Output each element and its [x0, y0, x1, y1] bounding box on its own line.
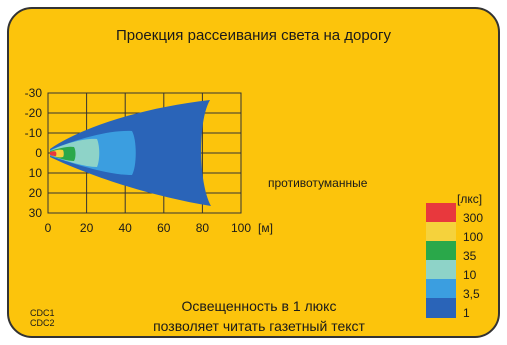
- light-distribution: [50, 100, 211, 206]
- diagram-title: Проекция рассеивания света на дорогу: [115, 27, 392, 44]
- legend-swatches: [426, 203, 456, 318]
- background-panel: [7, 7, 500, 338]
- y-tick-label: 20: [28, 186, 42, 200]
- lamp-code: CDC2: [30, 318, 55, 328]
- y-tick-label: 30: [28, 206, 42, 220]
- caption-line: Освещенность в 1 люкс: [181, 298, 337, 314]
- x-tick-label: 80: [195, 221, 210, 235]
- legend-value: 10: [463, 268, 477, 282]
- caption: Освещенность в 1 люкс позволяет читать г…: [100, 296, 418, 336]
- legend-swatch-3-5: [426, 279, 456, 298]
- legend-swatch-10: [426, 260, 456, 279]
- legend-value: 300: [463, 211, 484, 225]
- legend-value: 1: [463, 306, 470, 320]
- lamp-codes: CDC1 CDC2: [30, 308, 55, 328]
- legend-unit: [лкс]: [457, 192, 483, 206]
- x-tick-label: 100: [230, 221, 252, 235]
- legend-value: 100: [463, 230, 484, 244]
- y-tick-label: -20: [24, 106, 42, 120]
- legend-swatch-35: [426, 241, 456, 260]
- x-tick-label: 20: [79, 221, 94, 235]
- legend-swatch-300: [426, 203, 456, 222]
- x-tick-label: 60: [157, 221, 171, 235]
- lamp-code: CDC1: [30, 308, 55, 318]
- legend-swatch-1: [426, 298, 456, 318]
- x-axis-unit: [м]: [258, 221, 273, 235]
- fog-lamp-label: противотуманные: [268, 176, 368, 190]
- zone-300-lux: [50, 151, 57, 156]
- legend-value: 3,5: [463, 287, 480, 301]
- x-tick-label: 0: [44, 221, 52, 235]
- caption-line: позволяет читать газетный текст: [153, 318, 365, 334]
- legend-value: 35: [463, 249, 477, 263]
- y-tick-label: -30: [24, 86, 42, 100]
- x-tick-label: 40: [118, 221, 132, 235]
- y-tick-label: 0: [35, 146, 42, 160]
- y-tick-label: -10: [24, 126, 42, 140]
- y-tick-label: 10: [28, 166, 42, 180]
- legend-swatch-100: [426, 222, 456, 241]
